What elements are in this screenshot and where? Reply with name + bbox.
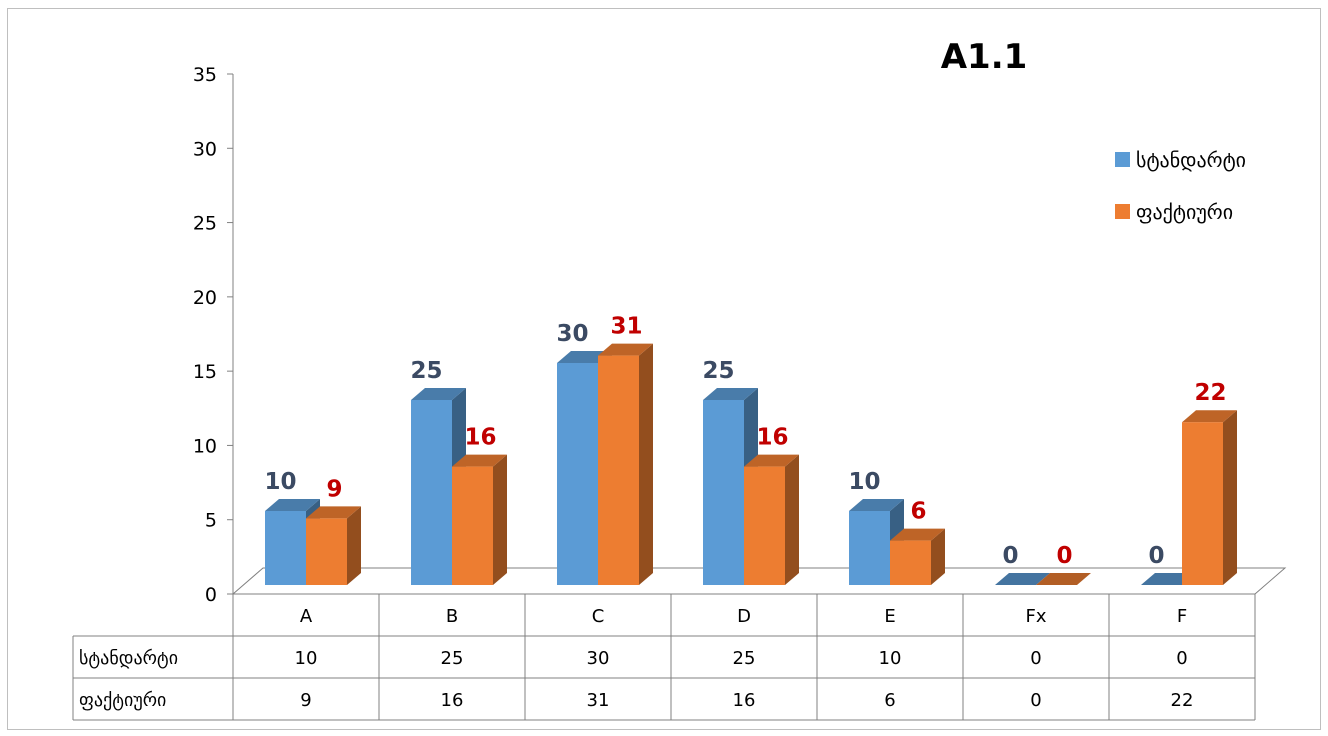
legend-swatch <box>1115 204 1130 219</box>
data-label: 9 <box>326 476 342 502</box>
table-cell: 9 <box>300 690 311 711</box>
bar-top <box>744 454 799 467</box>
bar <box>557 363 598 585</box>
bar-side <box>639 343 653 585</box>
bar-side <box>785 454 799 585</box>
table-series-name: სტანდარტი <box>79 648 178 669</box>
bar-top <box>306 506 361 519</box>
table-series-name: ფაქტიური <box>79 690 166 711</box>
data-labels: 10 9 25 16 30 31 25 16 10 6 0 0 0 22 <box>264 314 1226 569</box>
bar-top <box>995 573 1050 585</box>
data-label: 10 <box>264 469 296 495</box>
bar-top <box>703 388 758 400</box>
bar <box>598 355 639 585</box>
bar-top <box>265 499 320 511</box>
bar-side <box>1223 410 1237 585</box>
y-tick-label: 15 <box>193 361 217 383</box>
table-cell: 0 <box>1030 648 1041 669</box>
table-cell: 22 <box>1171 690 1194 711</box>
table-cell: 25 <box>733 648 756 669</box>
category-label: C <box>592 606 605 627</box>
bar-side <box>493 454 507 585</box>
table-cell: 6 <box>884 690 895 711</box>
y-tick-label: 20 <box>193 287 217 309</box>
table-cell: 10 <box>879 648 902 669</box>
table-cell: 0 <box>1176 648 1187 669</box>
bar-side <box>347 506 361 585</box>
data-label: 25 <box>410 358 442 384</box>
bar-top <box>452 454 507 467</box>
data-label: 31 <box>610 314 642 340</box>
data-label: 16 <box>756 425 788 451</box>
category-label: E <box>884 606 895 627</box>
table-cell: 0 <box>1030 690 1041 711</box>
bar-top <box>411 388 466 400</box>
chart-frame <box>7 8 1321 730</box>
data-label: 10 <box>848 469 880 495</box>
data-label: 0 <box>1002 543 1018 569</box>
category-label: B <box>446 606 458 627</box>
data-label: 25 <box>702 358 734 384</box>
bar-top <box>1036 573 1091 585</box>
table-cell: 31 <box>587 690 610 711</box>
bar-side <box>931 528 945 585</box>
data-label: 22 <box>1194 380 1226 406</box>
legend-label: სტანდარტი <box>1136 148 1246 172</box>
bar <box>306 518 347 585</box>
table-cell: 30 <box>587 648 610 669</box>
category-label: F <box>1177 606 1187 627</box>
bar <box>1182 422 1223 585</box>
bar <box>452 466 493 585</box>
bar <box>890 540 931 585</box>
bar <box>703 400 744 585</box>
data-label: 6 <box>910 499 926 525</box>
data-label: 0 <box>1056 543 1072 569</box>
table-cell: 10 <box>295 648 318 669</box>
bar <box>411 400 452 585</box>
y-axis: 0 5 10 15 20 25 30 35 <box>193 64 234 606</box>
data-label: 16 <box>464 425 496 451</box>
table-cell: 25 <box>441 648 464 669</box>
legend-label: ფაქტიური <box>1136 200 1233 224</box>
bar-top <box>1182 410 1237 423</box>
bar-top <box>890 528 945 541</box>
bar-top <box>598 343 653 356</box>
data-label: 0 <box>1148 543 1164 569</box>
bars <box>265 343 1237 585</box>
category-label: D <box>737 606 751 627</box>
bar <box>849 511 890 585</box>
y-tick-label: 30 <box>193 138 217 160</box>
category-label: A <box>300 606 313 627</box>
y-tick-label: 35 <box>193 64 217 86</box>
table-cell: 16 <box>733 690 756 711</box>
legend: სტანდარტი ფაქტიური <box>1115 148 1246 224</box>
bar-top <box>849 499 904 511</box>
table-cell: 16 <box>441 690 464 711</box>
y-tick-label: 10 <box>193 435 217 457</box>
y-tick-label: 5 <box>205 510 217 532</box>
bar <box>265 511 306 585</box>
legend-swatch <box>1115 152 1130 167</box>
bar <box>744 466 785 585</box>
y-tick-label: 25 <box>193 213 217 235</box>
chart-title: A1.1 <box>941 37 1028 77</box>
y-tick-label: 0 <box>205 584 217 606</box>
category-label: Fx <box>1025 606 1046 627</box>
data-label: 30 <box>556 321 588 347</box>
